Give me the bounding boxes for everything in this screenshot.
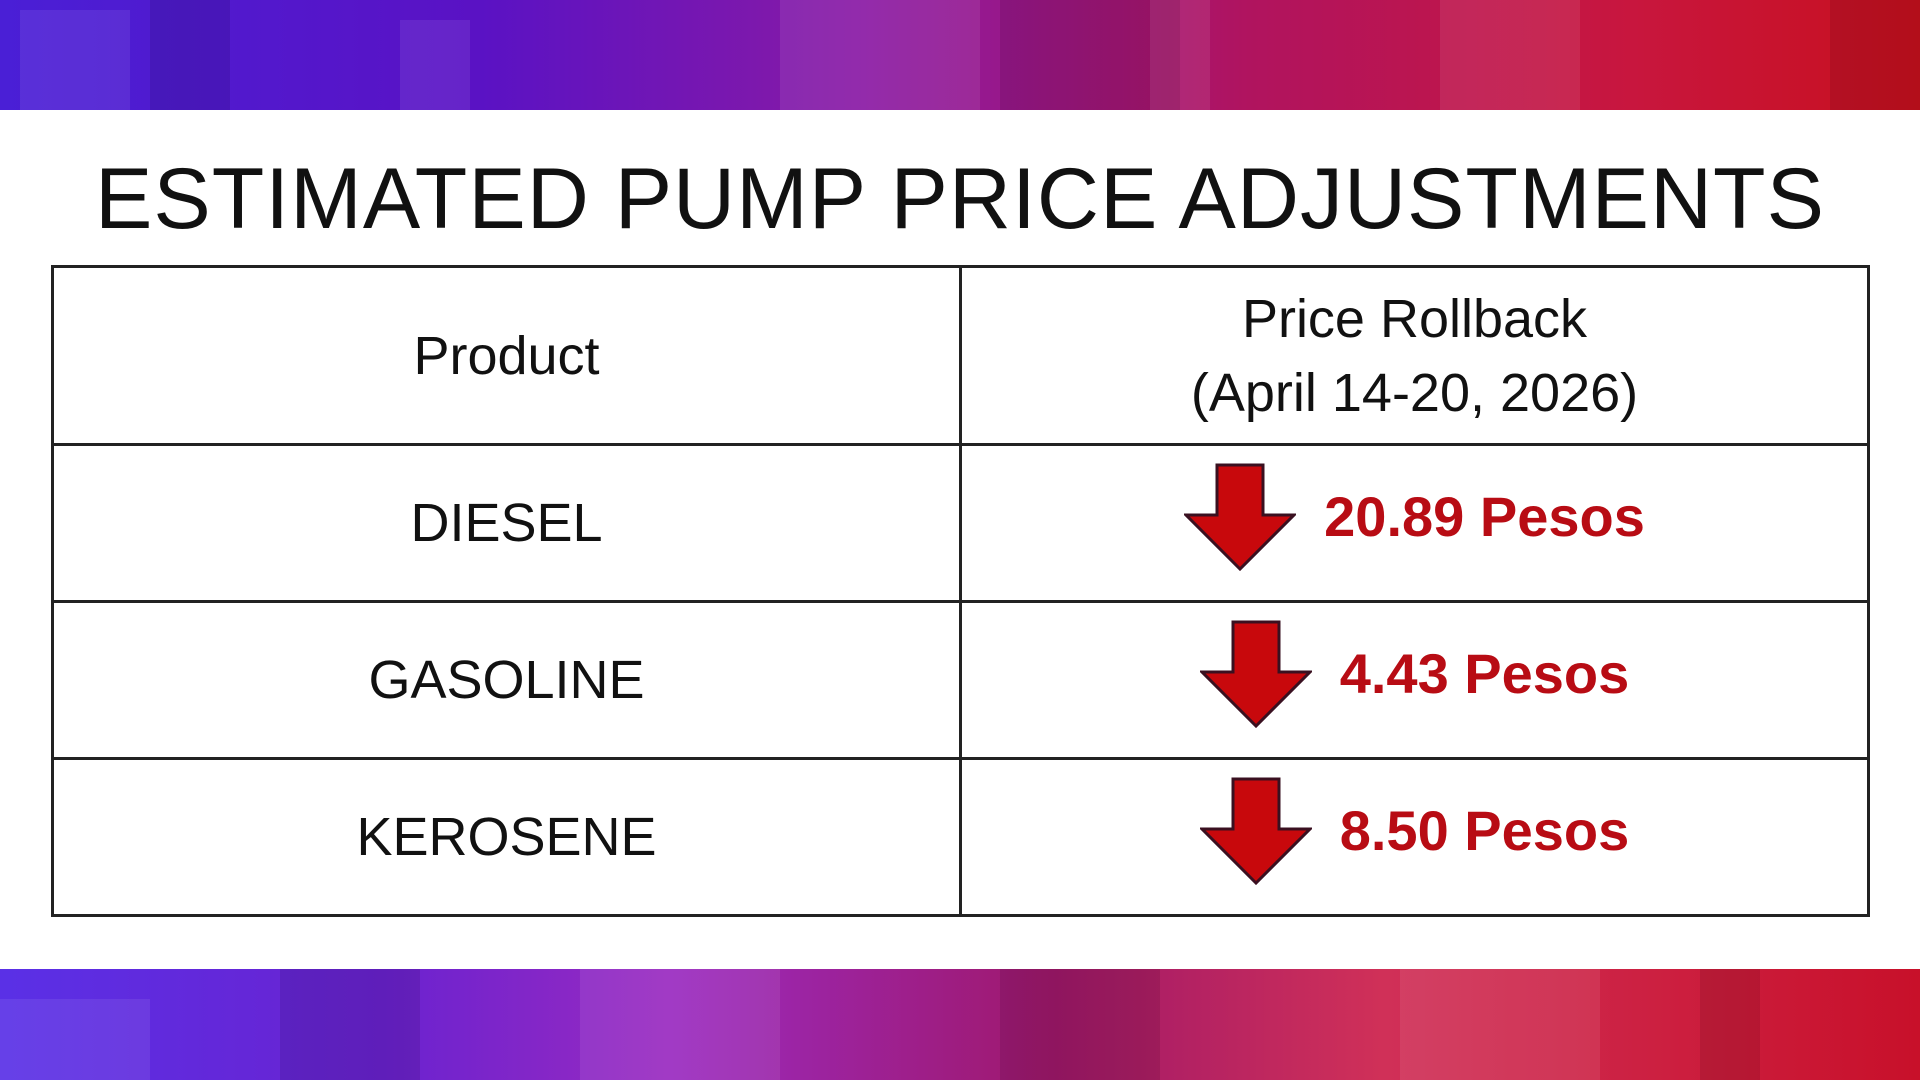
down-arrow-icon bbox=[1199, 777, 1312, 885]
rollback-amount: 4.43 Pesos bbox=[1339, 642, 1630, 705]
product-name: KEROSENE bbox=[51, 757, 962, 917]
table-row: DIESEL 20.89 Pesos bbox=[51, 443, 1870, 603]
rollback-cell: 8.50 Pesos bbox=[959, 757, 1870, 917]
header-product: Product bbox=[51, 265, 962, 446]
rollback-cell: 4.43 Pesos bbox=[959, 600, 1870, 760]
top-banner bbox=[0, 0, 1920, 110]
header-date-range: (April 14-20, 2026) bbox=[1190, 362, 1639, 423]
rollback-amount: 8.50 Pesos bbox=[1339, 799, 1630, 862]
rollback-cell: 20.89 Pesos bbox=[959, 443, 1870, 603]
bottom-banner bbox=[0, 969, 1920, 1080]
down-arrow-icon bbox=[1199, 620, 1312, 728]
product-name: DIESEL bbox=[51, 443, 962, 603]
rollback-amount: 20.89 Pesos bbox=[1324, 485, 1645, 548]
down-arrow-icon bbox=[1184, 463, 1297, 571]
table-row: GASOLINE 4.43 Pesos bbox=[51, 600, 1870, 760]
header-rollback-label: Price Rollback bbox=[1241, 288, 1588, 349]
header-price-rollback: Price Rollback (April 14-20, 2026) bbox=[959, 265, 1870, 446]
table-header-row: Product Price Rollback (April 14-20, 202… bbox=[51, 265, 1870, 446]
price-table: Product Price Rollback (April 14-20, 202… bbox=[51, 265, 1870, 917]
table-row: KEROSENE 8.50 Pesos bbox=[51, 757, 1870, 917]
page-title: ESTIMATED PUMP PRICE ADJUSTMENTS bbox=[95, 151, 1825, 247]
product-name: GASOLINE bbox=[51, 600, 962, 760]
